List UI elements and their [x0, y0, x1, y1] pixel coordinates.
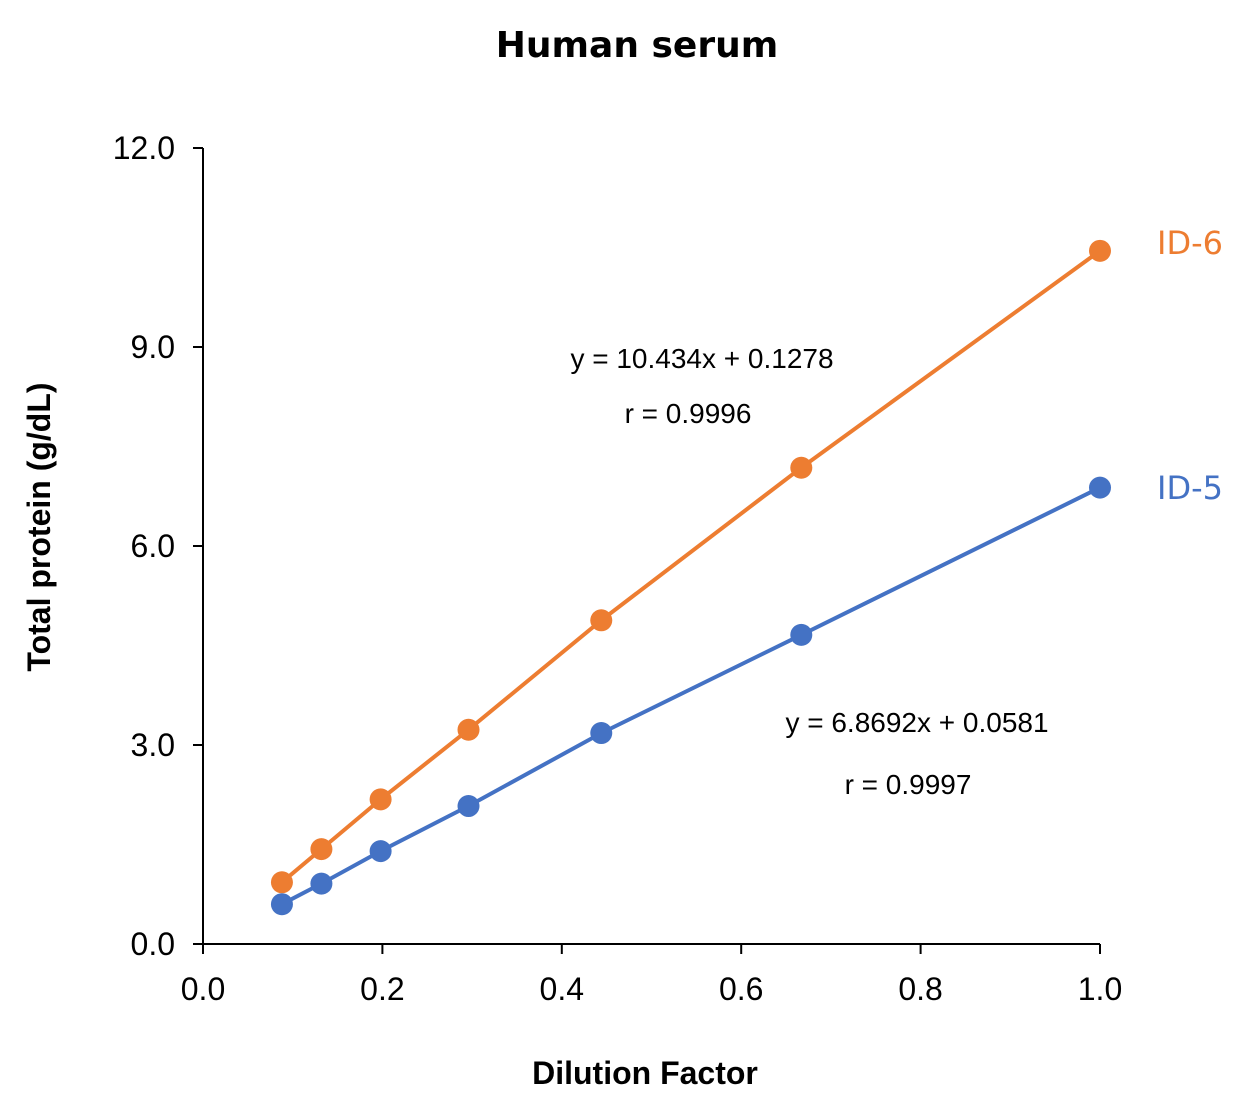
data-point-id6: [457, 718, 480, 741]
series-id6: [270, 239, 1111, 894]
axis-ticks: 0.0 0.2 0.4 0.6 0.8 1.0 0.0 3.0 6.0 9.0 12.0: [113, 130, 1123, 1007]
data-point-id6: [1089, 239, 1111, 262]
data-point-id5: [590, 722, 613, 745]
data-point-id6: [790, 456, 813, 479]
y-tick-label: 6.0: [131, 528, 175, 564]
x-tick-label: 0.4: [540, 971, 584, 1007]
x-tick-label: 0.2: [360, 971, 404, 1007]
y-tick-label: 0.0: [131, 926, 175, 962]
x-tick-label: 0.6: [719, 971, 763, 1007]
equation-id5: y = 6.8692x + 0.0581: [785, 707, 1048, 738]
data-point-id6: [310, 838, 333, 861]
data-point-id5: [270, 893, 293, 916]
series-label-id6: ID-6: [1157, 224, 1223, 262]
data-point-id6: [369, 788, 392, 811]
y-tick-label: 9.0: [131, 329, 175, 365]
x-axis-label: Dilution Factor: [532, 1055, 758, 1091]
r-value-id6: r = 0.9996: [625, 398, 752, 429]
x-tick-label: 0.8: [898, 971, 942, 1007]
x-tick-label: 0.0: [181, 971, 225, 1007]
x-tick-label: 1.0: [1078, 971, 1122, 1007]
y-tick-label: 3.0: [131, 727, 175, 763]
chart-title: Human serum: [496, 25, 778, 66]
r-value-id5: r = 0.9997: [845, 769, 972, 800]
y-tick-label: 12.0: [113, 130, 175, 166]
series-id5: [270, 476, 1111, 916]
data-point-id5: [310, 872, 333, 895]
data-point-id6: [590, 609, 613, 632]
y-axis-label: Total protein (g/dL): [21, 382, 57, 671]
data-point-id6: [270, 871, 293, 894]
data-point-id5: [1089, 476, 1111, 499]
data-point-id5: [790, 623, 813, 646]
data-point-id5: [369, 840, 392, 863]
series-layer: [270, 239, 1111, 916]
equation-id6: y = 10.434x + 0.1278: [570, 343, 833, 374]
series-label-id5: ID-5: [1157, 469, 1223, 507]
data-point-id5: [457, 795, 480, 818]
